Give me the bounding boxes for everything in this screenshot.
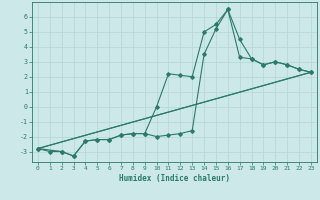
X-axis label: Humidex (Indice chaleur): Humidex (Indice chaleur) bbox=[119, 174, 230, 183]
